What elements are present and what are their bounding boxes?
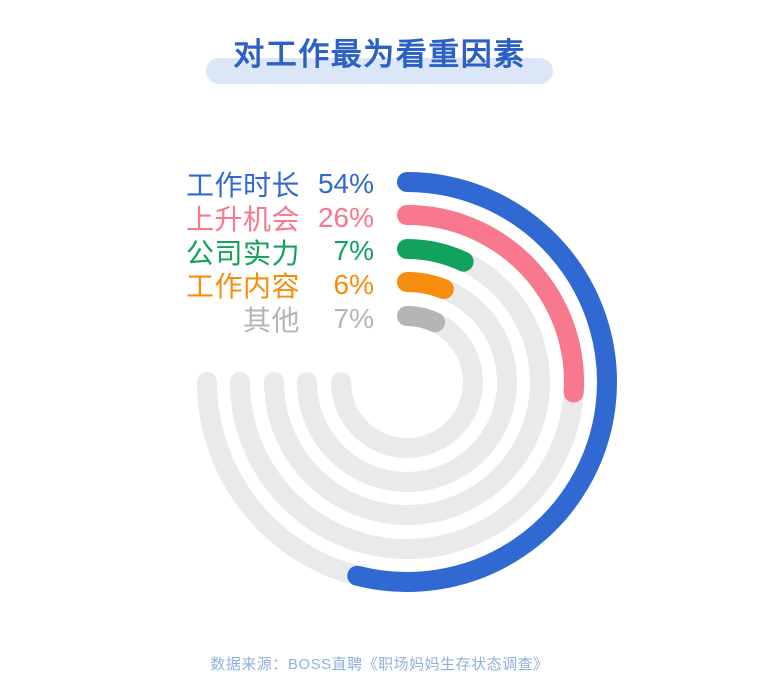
legend-label: 工作时长 bbox=[185, 169, 300, 201]
legend-value: 54% bbox=[317, 167, 374, 199]
legend-label: 公司实力 bbox=[185, 237, 300, 269]
ring-value-arc-工作时长 bbox=[347, 172, 617, 592]
data-source-note: 数据来源：BOSS直聘《职场妈妈生存状态调查》 bbox=[210, 656, 549, 673]
legend-label: 其他 bbox=[242, 305, 300, 337]
ring-value-arc-公司实力 bbox=[397, 239, 474, 272]
title-highlight-pill bbox=[206, 58, 553, 84]
chart-title-box: 对工作最为看重因素 bbox=[206, 34, 553, 84]
legend-row-上升机会: 上升机会 26% bbox=[186, 201, 374, 235]
ring-value-arc-上升机会 bbox=[397, 205, 584, 403]
legend-value: 7% bbox=[333, 303, 374, 335]
ring-track-3 bbox=[297, 272, 517, 492]
ring-track-4 bbox=[331, 306, 483, 458]
legend: 工作时长 54% 上升机会 26% 公司实力 7% 工作内容 6% 其他 7% bbox=[186, 167, 374, 336]
ring-value-arc-工作内容 bbox=[397, 272, 454, 300]
legend-label: 上升机会 bbox=[185, 203, 300, 235]
chart-title: 对工作最为看重因素 bbox=[233, 37, 526, 72]
legend-row-工作内容: 工作内容 6% bbox=[186, 268, 374, 302]
legend-label: 工作内容 bbox=[185, 271, 300, 303]
ring-track-2 bbox=[264, 239, 550, 525]
legend-value: 26% bbox=[317, 201, 374, 233]
legend-value: 6% bbox=[333, 269, 374, 301]
legend-row-其他: 其他 7% bbox=[186, 302, 374, 336]
legend-row-工作时长: 工作时长 54% bbox=[186, 167, 374, 201]
legend-value: 7% bbox=[333, 235, 374, 267]
legend-row-公司实力: 公司实力 7% bbox=[185, 235, 374, 269]
ring-value-arc-其他 bbox=[397, 306, 446, 333]
chart-title-wrap: 对工作最为看重因素 bbox=[0, 34, 759, 84]
